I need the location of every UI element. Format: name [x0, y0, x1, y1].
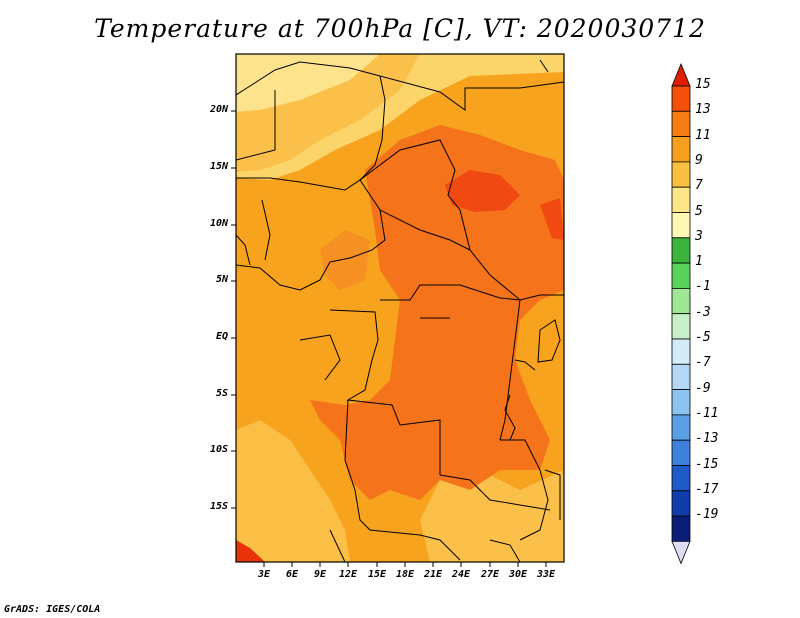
colorbar-label: 7 — [695, 178, 703, 194]
colorbar-swatch — [671, 313, 691, 340]
band-13-15-b — [540, 198, 564, 240]
band-7-9 — [236, 54, 420, 172]
colorbar-label: -7 — [695, 355, 711, 371]
colorbar-label: -11 — [695, 405, 719, 421]
lon-tick-label: 18E — [395, 569, 415, 580]
colorbar-swatch — [671, 85, 691, 112]
colorbar-swatch — [671, 110, 691, 138]
colorbar-swatch — [671, 439, 691, 466]
colorbar-swatch — [671, 490, 691, 517]
colorbar-label: 11 — [695, 127, 711, 143]
colorbar-swatch — [671, 136, 691, 163]
colorbar-bottom-arrow — [671, 541, 691, 565]
colorbar-label: 15 — [695, 77, 711, 92]
colorbar-top-arrow — [671, 62, 691, 87]
colorbar-swatch — [671, 287, 691, 315]
colorbar-swatch — [671, 515, 691, 542]
colorbar-label: 5 — [695, 203, 703, 219]
colorbar-swatch — [671, 414, 691, 441]
lon-tick-label: 12E — [338, 569, 358, 580]
colorbar-label: -19 — [695, 507, 719, 523]
colorbar-swatch — [671, 262, 691, 289]
lat-tick-label: 5S — [215, 388, 228, 399]
grads-credit: GrADS: IGES/COLA — [4, 604, 101, 615]
lat-tick-label: 10S — [209, 444, 228, 455]
lon-tick-label: 3E — [257, 569, 271, 580]
colorbar-label: 9 — [695, 152, 703, 168]
colorbar-swatch — [671, 338, 691, 365]
colorbar-swatch — [671, 465, 691, 492]
lon-tick-label: 21E — [423, 569, 443, 580]
map-frame — [235, 53, 565, 563]
colorbar-swatch — [671, 389, 691, 416]
lat-tick-label: 15N — [209, 161, 228, 172]
colorbar — [671, 62, 691, 565]
lat-tick-label: 10N — [209, 218, 228, 229]
band-13-15-a — [445, 170, 520, 212]
lon-tick-label: 24E — [451, 569, 471, 580]
band-11-patch — [320, 230, 370, 290]
colorbar-label: -3 — [695, 304, 711, 320]
temperature-field — [236, 54, 564, 562]
lon-tick-label: 33E — [536, 569, 556, 580]
colorbar-label: -17 — [695, 481, 719, 497]
colorbar-label: -15 — [695, 456, 719, 472]
colorbar-label: -13 — [695, 431, 719, 447]
colorbar-label: -1 — [695, 279, 711, 295]
band-11-13 — [310, 125, 564, 500]
axis-ticks — [231, 110, 547, 567]
colorbar-swatch — [671, 363, 691, 390]
lon-tick-label: 15E — [367, 569, 387, 580]
lat-tick-label: 5N — [215, 274, 228, 285]
lon-tick-label: 27E — [480, 569, 500, 580]
colorbar-swatch — [671, 212, 691, 239]
colorbar-label: -5 — [695, 330, 711, 345]
colorbar-swatch — [671, 186, 691, 213]
colorbar-label: 13 — [695, 102, 711, 118]
colorbar-label: 1 — [695, 254, 703, 270]
colorbar-label: -9 — [695, 380, 711, 396]
band-7-9-south — [236, 420, 350, 562]
lon-tick-label: 30E — [508, 569, 528, 580]
band-7-9-southeast — [420, 470, 564, 562]
lat-tick-label: 15S — [209, 501, 228, 512]
colorbar-label: 3 — [695, 228, 703, 244]
map-title: Temperature at 700hPa [C], VT: 202003071… — [94, 14, 706, 43]
lat-tick-label: 20N — [209, 104, 228, 115]
band-13-15-c — [236, 540, 265, 562]
lat-tick-label: EQ — [215, 331, 228, 342]
band-5-7-light — [236, 54, 380, 112]
country-borders — [236, 59, 564, 562]
lon-tick-label: 9E — [313, 569, 327, 580]
colorbar-swatch — [671, 237, 691, 264]
lon-tick-label: 6E — [285, 569, 299, 580]
colorbar-swatch — [671, 161, 691, 188]
